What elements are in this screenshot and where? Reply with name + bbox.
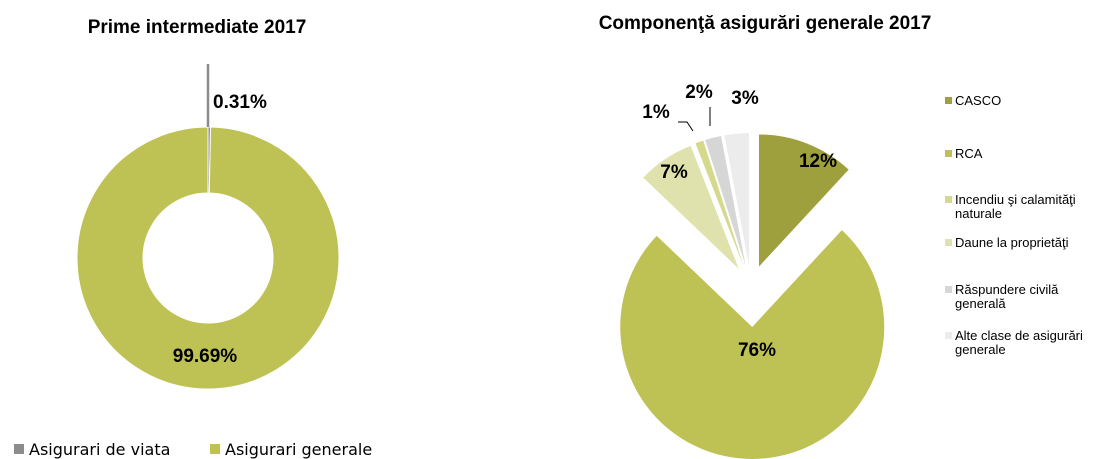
pie-slice-alte: [724, 133, 749, 266]
pie-chart-title: Componenţă asigurări generale 2017: [599, 13, 932, 34]
legend-label-asigurari-generale: Asigurari generale: [225, 440, 372, 459]
pie-slice-incendiu: [695, 140, 744, 267]
pie-label-daune: 7%: [660, 162, 688, 183]
pie-label-rca: 76%: [738, 340, 776, 361]
donut-label-asigurari-generale: 99.69%: [173, 346, 238, 367]
pie-label-raspundere: 2%: [685, 82, 713, 103]
legend-swatch-incendiu: [945, 196, 952, 203]
legend-swatch-asigurari-generale: [210, 444, 220, 454]
pie-slice-raspundere: [705, 135, 746, 266]
legend-label-incendiu-line2: naturale: [955, 206, 1002, 221]
pie-label-alte: 3%: [731, 88, 759, 109]
pie-slice-rca: [620, 230, 885, 459]
pie-leader-lines: [678, 107, 711, 132]
pie-label-incendiu: 1%: [642, 102, 670, 123]
legend-label-incendiu: Incendiu şi calamităţi: [955, 192, 1076, 207]
legend-swatch-daune: [945, 239, 952, 246]
legend-swatch-asigurari-de-viata: [14, 444, 24, 454]
pie-slices: [620, 133, 885, 459]
pie-slice-casco: [759, 134, 849, 267]
donut-slices: [76, 126, 340, 390]
legend-swatch-raspundere: [945, 286, 952, 293]
pie-label-casco: 12%: [799, 151, 837, 172]
legend-label-alte: Alte clase de asigurări: [955, 328, 1083, 343]
donut-chart-title: Prime intermediate 2017: [88, 17, 307, 38]
legend-label-alte-line2: generale: [955, 342, 1006, 357]
pie-chart: Componenţă asigurări generale 2017 12% 7…: [599, 13, 1083, 459]
legend-label-raspundere-line2: generală: [955, 296, 1006, 311]
legend-swatch-rca: [945, 150, 952, 157]
legend-label-rca: RCA: [955, 146, 983, 161]
legend-label-asigurari-de-viata: Asigurari de viata: [29, 440, 170, 459]
legend-label-raspundere: Răspundere civilă: [955, 282, 1059, 297]
donut-legend: Asigurari de viata Asigurari generale: [14, 440, 372, 459]
donut-label-asigurari-de-viata: 0.31%: [213, 92, 267, 113]
donut-chart: Prime intermediate 2017 0.31% 99.69% Asi…: [14, 17, 372, 459]
legend-label-daune: Daune la proprietăţi: [955, 235, 1069, 250]
legend-swatch-alte: [945, 332, 952, 339]
legend-swatch-casco: [945, 97, 952, 104]
legend-label-casco: CASCO: [955, 93, 1001, 108]
pie-leader-incendiu: [678, 121, 694, 132]
donut-slice-asigurari-generale: [76, 126, 340, 390]
pie-slice-daune: [643, 145, 739, 269]
